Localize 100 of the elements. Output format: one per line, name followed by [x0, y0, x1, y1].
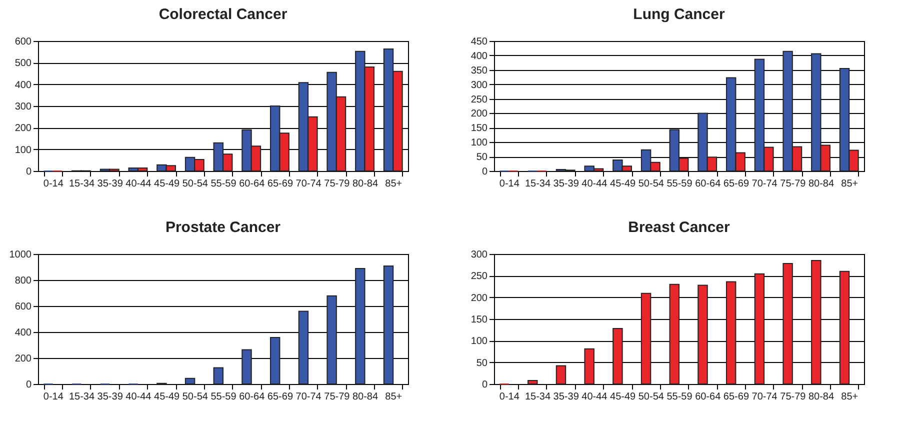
x-tick-label: 65-69	[267, 392, 294, 402]
y-tick-label: 200	[14, 354, 32, 364]
x-tick-label: 80-84	[808, 392, 834, 402]
bar	[669, 284, 680, 384]
bar	[640, 292, 652, 384]
y-tick-label: 500	[14, 58, 32, 70]
x-tick-label: 70-74	[296, 392, 322, 402]
y-tick-label: 0	[26, 166, 32, 178]
x-tick-label: 75-79	[324, 392, 350, 402]
bar	[528, 380, 538, 384]
x-tick-label: 75-79	[780, 392, 806, 402]
y-tick-label: 100	[470, 138, 488, 149]
bar	[184, 378, 196, 384]
bar	[698, 284, 708, 384]
y-tick-label: 300	[470, 250, 488, 260]
y-tick-label: 450	[470, 36, 488, 48]
bar	[298, 310, 309, 384]
x-tick-label: 40-44	[582, 178, 608, 190]
x-tick-label: 80-84	[352, 392, 378, 402]
x-tick-label: 45-49	[154, 178, 180, 190]
bar	[556, 365, 566, 384]
x-tick-label: 35-39	[553, 392, 580, 402]
bar	[782, 263, 793, 384]
bar	[754, 273, 765, 384]
bar	[584, 348, 594, 384]
bar	[270, 336, 280, 384]
y-tick-label: 350	[470, 65, 488, 76]
x-tick-label: 0-14	[43, 392, 64, 402]
y-tick-label: 600	[14, 302, 32, 312]
x-tick-label: 80-84	[352, 178, 378, 190]
y-tick-label: 300	[14, 102, 32, 112]
y-tick-label: 400	[14, 80, 32, 91]
bar	[811, 260, 822, 384]
chart-title: Colorectal Cancer	[158, 6, 288, 23]
x-tick-label: 45-49	[154, 392, 180, 402]
x-tick-label: 65-69	[723, 392, 750, 402]
x-tick-label: 35-39	[97, 392, 124, 402]
x-tick-label: 45-49	[610, 178, 636, 190]
y-tick-label: 150	[470, 314, 488, 326]
x-tick-label: 55-59	[666, 392, 693, 402]
y-tick-label: 800	[14, 276, 32, 286]
x-tick-label: 45-49	[610, 392, 636, 402]
x-tick-label: 35-39	[553, 178, 580, 190]
x-tick-label: 40-44	[582, 392, 608, 402]
y-tick-label: 200	[470, 292, 488, 304]
x-tick-label: 0-14	[499, 178, 520, 190]
x-tick-label: 70-74	[296, 178, 322, 190]
y-tick-label: 150	[470, 123, 488, 134]
x-tick-label: 15-34	[68, 392, 95, 402]
x-tick-label: 0-14	[43, 178, 64, 190]
y-tick-label: 250	[470, 271, 488, 282]
y-tick-label: 600	[14, 36, 32, 48]
y-tick-label: 50	[476, 152, 488, 164]
y-tick-label: 0	[482, 166, 488, 178]
x-tick-label: 65-69	[267, 178, 294, 190]
y-tick-label: 100	[470, 336, 488, 348]
x-tick-label: 70-74	[752, 392, 778, 402]
x-tick-label: 60-64	[695, 392, 722, 402]
x-tick-label: 85+	[841, 178, 858, 190]
y-tick-label: 1000	[9, 250, 32, 260]
y-tick-label: 300	[470, 80, 488, 91]
x-tick-label: 70-74	[752, 178, 778, 190]
x-tick-label: 50-54	[638, 392, 664, 402]
x-tick-label: 40-44	[126, 392, 152, 402]
y-tick-label: 400	[470, 50, 488, 62]
bar	[326, 295, 337, 384]
x-tick-label: 15-34	[68, 178, 95, 190]
y-tick-label: 50	[476, 358, 488, 369]
x-tick-label: 35-39	[97, 178, 124, 190]
chart-title: Breast Cancer	[628, 219, 730, 236]
x-tick-label: 75-79	[324, 178, 350, 190]
bar	[839, 270, 850, 384]
x-tick-label: 50-54	[638, 178, 664, 190]
y-tick-label: 100	[14, 144, 32, 156]
bar	[383, 265, 394, 384]
chart-title: Prostate Cancer	[165, 219, 281, 236]
bar	[213, 367, 224, 384]
bar	[726, 281, 736, 384]
x-tick-label: 15-34	[524, 178, 551, 190]
x-tick-label: 40-44	[126, 178, 152, 190]
y-tick-label: 0	[482, 380, 488, 390]
x-tick-label: 85+	[841, 392, 858, 402]
x-tick-label: 15-34	[524, 392, 551, 402]
bar	[242, 349, 252, 384]
y-tick-label: 0	[26, 380, 32, 390]
x-tick-label: 55-59	[210, 392, 237, 402]
x-tick-label: 60-64	[695, 178, 722, 190]
y-tick-label: 400	[14, 328, 32, 338]
x-tick-label: 50-54	[182, 392, 208, 402]
x-tick-label: 50-54	[182, 178, 208, 190]
x-tick-label: 65-69	[723, 178, 750, 190]
chart-title: Lung Cancer	[633, 6, 725, 23]
x-tick-label: 60-64	[239, 178, 266, 190]
x-tick-label: 55-59	[210, 178, 237, 190]
x-tick-label: 85+	[385, 178, 402, 190]
x-tick-label: 0-14	[499, 392, 520, 402]
x-tick-label: 85+	[385, 392, 402, 402]
x-tick-label: 55-59	[666, 178, 693, 190]
bar	[612, 328, 623, 384]
y-tick-label: 200	[14, 123, 32, 134]
